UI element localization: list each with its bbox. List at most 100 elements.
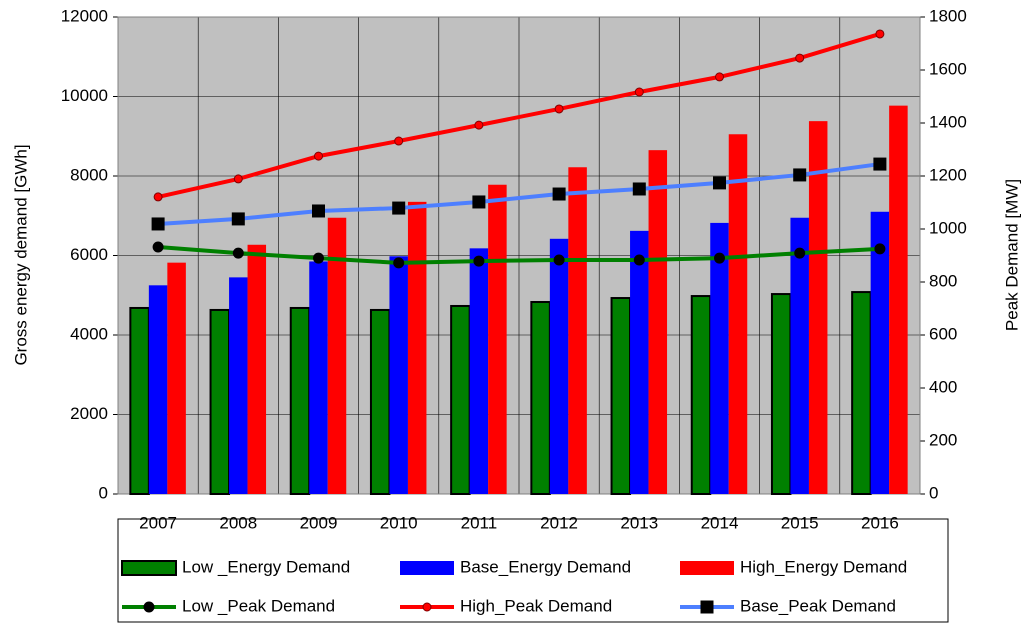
bar [690,295,712,496]
bar [209,308,231,495]
marker [152,241,164,253]
line [157,32,881,199]
marker [873,157,887,171]
bar [309,261,328,494]
marker [422,602,432,612]
marker [392,201,406,215]
legend-swatch [121,560,177,576]
marker [231,212,245,226]
y2-tick-label: 1800 [929,6,967,25]
x-tick-label: 2011 [461,513,498,532]
bar [648,150,668,494]
bar [530,301,551,495]
bar [610,297,632,495]
bar [450,304,471,496]
legend-label: Base_Energy Demand [460,557,631,576]
legend-swatch [400,561,454,575]
marker [634,87,644,97]
legend-swatch [680,561,734,575]
marker [875,29,885,39]
y2-tick-label: 1600 [929,59,967,78]
x-tick-label: 2007 [139,513,177,532]
y-tick-label: 2000 [70,404,108,423]
marker [233,174,243,184]
legend-label: High_Peak Demand [460,596,612,615]
bar [229,277,248,494]
bar [247,244,267,494]
bar [630,230,649,495]
legend-label: Base_Peak Demand [740,596,896,615]
x-tick-label: 2015 [781,513,819,532]
marker [314,151,323,161]
bar [488,184,507,494]
marker [151,217,165,231]
x-tick-label: 2016 [861,513,899,532]
marker [313,252,324,264]
y2-tick-label: 1000 [929,218,967,237]
x-tick-label: 2014 [701,513,739,532]
bar [568,167,587,494]
marker [793,168,807,182]
marker [874,243,886,255]
marker [312,204,325,218]
legend-label: Low _Peak Demand [182,596,335,615]
bar [129,306,150,495]
marker [554,104,564,114]
marker [473,255,485,267]
bar [407,201,427,494]
y2-tick-label: 600 [929,324,957,343]
marker [553,254,565,266]
y-tick-label: 4000 [70,324,108,343]
y-tick-label: 6000 [70,245,108,264]
bar [889,105,908,494]
x-tick-label: 2013 [620,513,658,532]
x-tick-label: 2010 [380,513,418,532]
marker [472,195,486,209]
bar [728,134,748,494]
y2-tick-label: 800 [929,271,957,290]
y2-tick-label: 1200 [929,165,967,184]
marker [794,247,806,259]
marker [552,187,566,201]
line [157,162,881,226]
bar [549,238,569,494]
marker [715,72,724,82]
marker [393,257,405,269]
marker [633,254,645,266]
y-tick-label: 10000 [61,86,108,105]
bar [327,217,347,495]
bar [790,217,809,495]
x-tick-label: 2009 [300,513,338,532]
y-axis-label: Gross energy demand [GWh] [11,144,30,365]
bar [148,285,168,494]
marker [153,192,163,202]
marker [232,247,244,259]
bar [369,308,391,495]
bar [870,211,890,494]
bar [710,222,729,494]
bar [167,262,186,494]
bar [808,121,828,495]
marker [700,600,714,614]
legend-box [117,518,949,623]
marker [394,136,404,146]
bar [469,248,489,494]
marker [632,182,646,196]
marker [143,601,155,613]
marker [474,120,484,130]
bar [851,291,872,495]
x-tick-label: 2012 [540,513,578,532]
y2-tick-label: 1400 [929,112,967,131]
marker [714,252,725,264]
y2-axis-label: Peak Demand [MW] [1002,179,1021,331]
bar [770,293,792,495]
marker [713,176,726,190]
y2-tick-label: 200 [929,430,957,449]
y2-tick-label: 0 [929,483,938,502]
legend-label: High_Energy Demand [740,557,907,576]
bar [389,256,408,494]
y-tick-label: 8000 [70,165,108,184]
bar [289,306,311,495]
x-tick-label: 2008 [219,513,257,532]
